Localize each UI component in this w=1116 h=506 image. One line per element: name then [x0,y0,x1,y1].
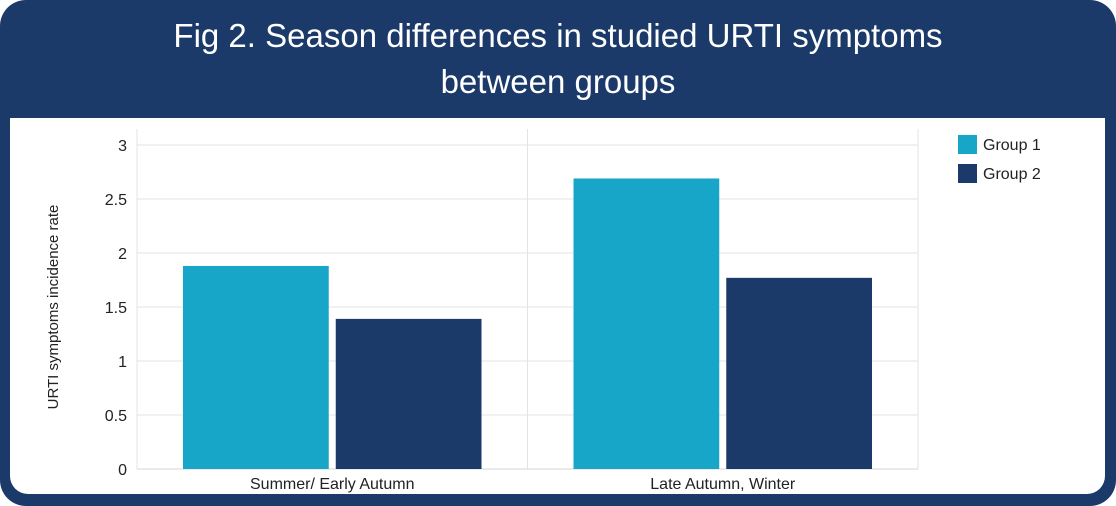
bar-2-2 [726,277,872,469]
y-tick-label: 1.5 [105,300,127,317]
x-category-label: Summer/ Early Autumn [250,476,415,493]
y-tick-label: 1 [118,354,127,371]
bar-2-1 [335,318,482,469]
x-category-label: Late Autumn, Winter [650,476,796,493]
y-tick-label: 2.5 [105,192,127,209]
chart-title: Fig 2. Season differences in studied URT… [173,17,943,100]
y-tick-label: 0.5 [105,408,127,425]
bar-chart: 0 0.5 1 1.5 2 2.5 3 Summer/ Early Autumn Late Au… [45,129,1041,493]
y-tick-label: 0 [118,462,127,479]
y-axis-label: URTI symptoms incidence rate [45,205,62,410]
y-tick-label: 2 [118,246,127,263]
bar-1-2 [573,178,720,470]
bar-1-1 [183,265,329,469]
legend-label: Group 2 [983,166,1041,183]
y-tick-label: 3 [118,138,127,155]
legend-label: Group 1 [983,137,1041,154]
title-bar: Fig 2. Season differences in studied URT… [0,0,1116,118]
legend-swatch [958,164,977,183]
plot-area: 0 0.5 1 1.5 2 2.5 3 Summer/ Early Autumn Late Au… [10,118,1105,494]
legend-swatch [958,135,977,154]
